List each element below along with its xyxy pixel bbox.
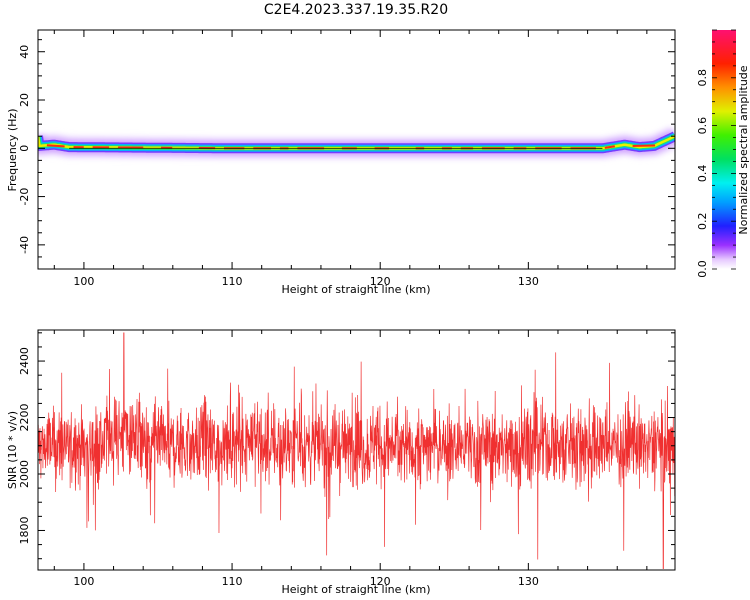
colorbar: 0.0 0.2 0.4 0.6 0.8 Normalized spectral ampl… [696, 29, 750, 278]
signal-band-peak [604, 145, 616, 149]
spectrogram-x-tick-label: 100 [73, 275, 94, 288]
signal-band [38, 125, 675, 160]
spectrogram-y-tick-label: -20 [18, 188, 31, 206]
snr-y-tick-label: 2200 [18, 404, 31, 432]
spectrogram-y-tick-label: -40 [18, 236, 31, 254]
spectrogram-y-tick-label: 0 [18, 145, 31, 152]
spectrogram-x-tick-label: 130 [518, 275, 539, 288]
figure-title: C2E4.2023.337.19.35.R20 [264, 2, 448, 18]
colorbar-tick-label: 0.8 [696, 69, 709, 87]
spectrogram-ticks: 100 110 120 130 40 20 0 -20 -40 [18, 30, 675, 288]
colorbar-tick-label: 0.6 [696, 117, 709, 135]
snr-y-tick-label: 2400 [18, 347, 31, 375]
snr-series-line [38, 332, 675, 569]
snr-x-axis-label: Height of straight line (km) [281, 583, 430, 596]
spectrogram-panel: 100 110 120 130 40 20 0 -20 -40 Height of straig… [6, 29, 676, 296]
spectrogram-y-tick-label: 20 [18, 93, 31, 107]
colorbar-ticks: 0.0 0.2 0.4 0.6 0.8 [696, 29, 736, 278]
snr-ticks: 100 110 120 130 2400 2200 2000 1800 [18, 330, 675, 588]
spectrogram-y-axis-label: Frequency (Hz) [6, 109, 19, 192]
snr-x-tick-label: 100 [73, 575, 94, 588]
snr-frame [37, 329, 676, 571]
snr-x-tick-label: 130 [518, 575, 539, 588]
spectrogram-x-tick-label: 120 [370, 275, 391, 288]
colorbar-label: Normalized spectral amplitude [737, 65, 750, 234]
colorbar-tick-label: 0.2 [696, 212, 709, 230]
snr-x-tick-label: 120 [370, 575, 391, 588]
colorbar-gradient [712, 30, 736, 269]
spectrogram-y-tick-label: 40 [18, 45, 31, 59]
colorbar-tick-label: 0.0 [696, 260, 709, 278]
snr-panel: 100 110 120 130 2400 2200 2000 1800 Height of s… [6, 329, 676, 596]
snr-y-tick-label: 2000 [18, 460, 31, 488]
spectrogram-frame [37, 29, 676, 270]
colorbar-tick-label: 0.4 [696, 165, 709, 183]
snr-y-tick-label: 1800 [18, 516, 31, 544]
signal-band-peak [46, 144, 65, 148]
snr-y-axis-label: SNR (10 * v/v) [6, 411, 19, 489]
spectrogram-x-axis-label: Height of straight line (km) [281, 283, 430, 296]
snr-x-tick-label: 110 [222, 575, 243, 588]
spectrogram-x-tick-label: 110 [222, 275, 243, 288]
